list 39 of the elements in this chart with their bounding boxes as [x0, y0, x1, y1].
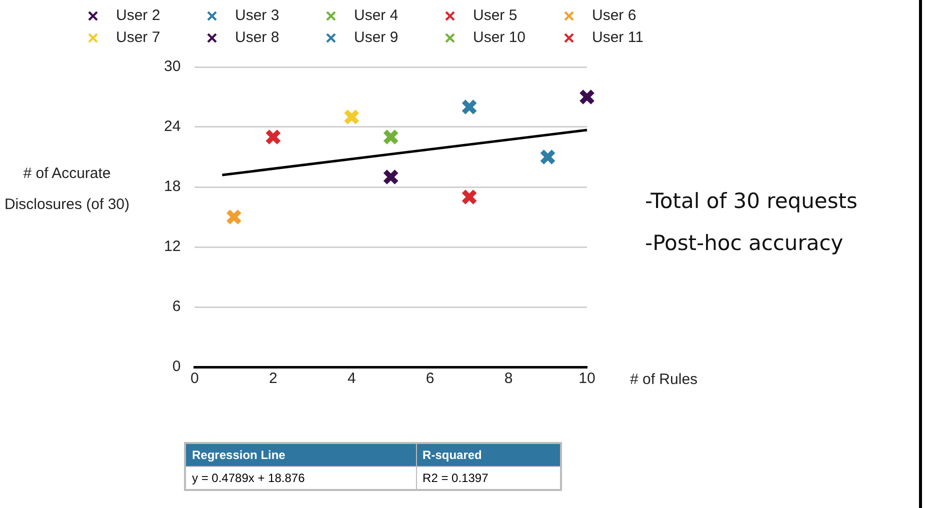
point	[226, 208, 242, 226]
point	[264, 128, 282, 146]
text: -Total of 30 requests	[645, 188, 858, 215]
y-tick-label: 6	[172, 298, 181, 316]
text: -Post-hoc accuracy	[645, 230, 844, 257]
point	[540, 148, 556, 166]
y-tick-label: 24	[164, 118, 181, 136]
x-tick-label: 0	[190, 370, 199, 388]
point	[382, 128, 399, 146]
legend-label: User 3	[235, 7, 280, 24]
text: R-squared	[416, 443, 561, 466]
x-tick-label: 8	[504, 370, 513, 388]
x-axis-title: # of Rules	[630, 371, 698, 388]
point	[461, 98, 478, 116]
point	[578, 88, 596, 106]
text: y = 0.4789x + 18.876	[185, 466, 416, 490]
legend-label: User 11	[592, 29, 644, 46]
legend-label: User 9	[354, 29, 398, 46]
legend-label: User 6	[592, 7, 636, 24]
legend-label: User 2	[116, 7, 160, 24]
legend-label: User 4	[354, 7, 398, 24]
text: Regression Line	[185, 443, 416, 466]
y-tick-label: 18	[164, 178, 181, 196]
y-tick-label: 0	[172, 358, 181, 376]
text: R2 = 0.1397	[416, 466, 561, 490]
y-tick-label: 12	[164, 238, 181, 256]
point	[343, 108, 360, 126]
point	[461, 188, 478, 206]
y-axis-title: # of Accurate Disclosures (of 30)	[4, 164, 130, 215]
legend-label: User 8	[235, 29, 280, 46]
x-tick-label: 10	[578, 370, 596, 388]
y-tick-label: 30	[164, 58, 181, 76]
x-tick-label: 6	[426, 370, 434, 388]
legend-label: User 5	[473, 7, 518, 24]
x-tick-label: 2	[268, 370, 278, 388]
x-tick-label: 4	[347, 370, 356, 388]
legend-label: User 10	[473, 29, 526, 46]
legend-label: User 7	[116, 29, 160, 46]
point	[382, 168, 399, 186]
